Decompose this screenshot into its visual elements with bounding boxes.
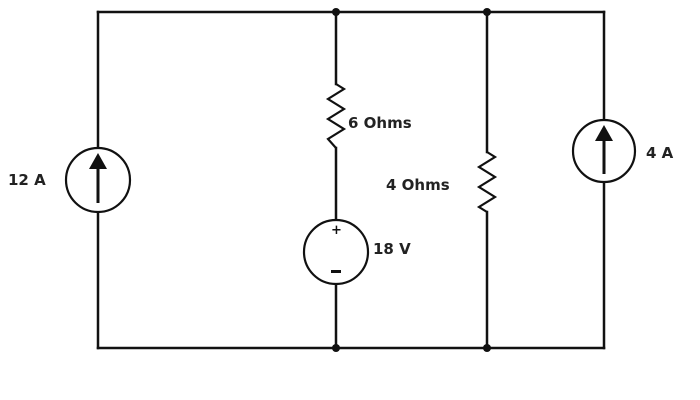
current-source-right-label: 4 A bbox=[646, 144, 674, 162]
voltage-source-label: 18 V bbox=[373, 240, 411, 258]
resistor-right-label: 4 Ohms bbox=[386, 176, 450, 194]
node-top-right bbox=[483, 8, 491, 16]
node-top-mid bbox=[332, 8, 340, 16]
current-source-4a: 4 A bbox=[571, 118, 674, 184]
current-source-12a: 12 A bbox=[8, 146, 132, 214]
junction-nodes bbox=[332, 8, 491, 352]
arrowhead-up-icon bbox=[89, 153, 107, 169]
voltage-source-18v: + 18 V bbox=[302, 218, 411, 286]
node-bottom-mid bbox=[332, 344, 340, 352]
resistor-4-ohms: 4 Ohms bbox=[386, 151, 498, 213]
resistor-6-ohms: 6 Ohms bbox=[325, 83, 412, 149]
wires bbox=[96, 10, 606, 350]
voltage-minus-sign bbox=[331, 270, 341, 273]
current-source-left-label: 12 A bbox=[8, 171, 46, 189]
voltage-plus-sign: + bbox=[331, 223, 342, 238]
arrowhead-up-icon bbox=[595, 125, 613, 141]
resistor-top-label: 6 Ohms bbox=[348, 114, 412, 132]
voltage-source-circle bbox=[302, 218, 370, 286]
resistor-right-zigzag bbox=[476, 151, 498, 213]
node-bottom-right bbox=[483, 344, 491, 352]
resistor-top-zigzag bbox=[325, 83, 347, 149]
